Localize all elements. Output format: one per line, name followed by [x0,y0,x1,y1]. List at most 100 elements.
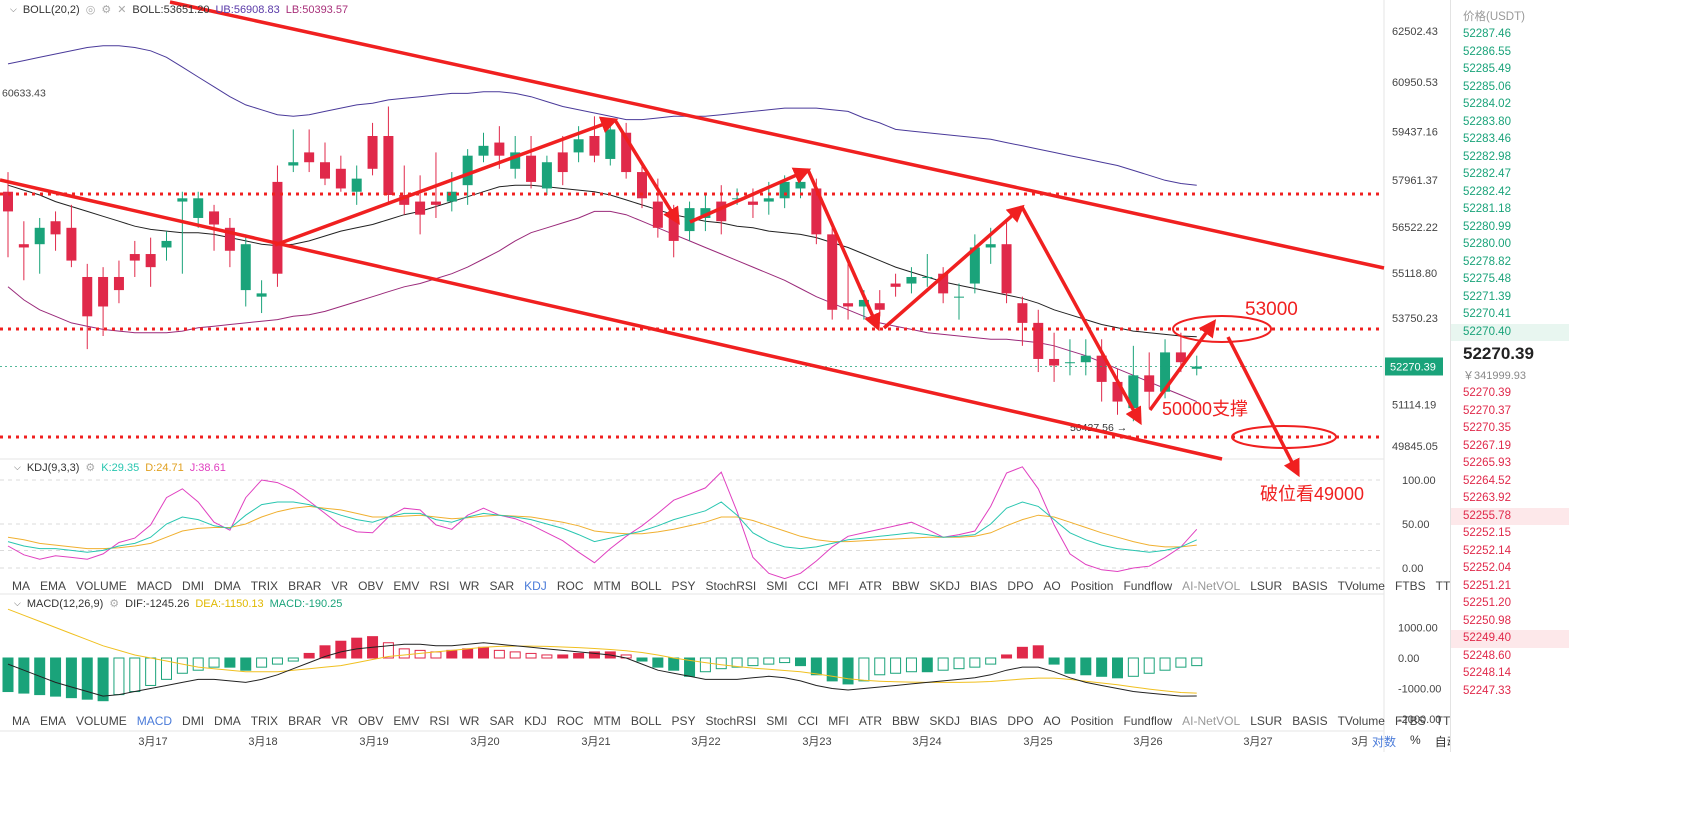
indicator-tab-ao[interactable]: AO [1043,579,1061,593]
order-book-ask-row[interactable]: 52284.02 [1463,98,1511,110]
order-book-ask-row[interactable]: 52285.49 [1463,63,1511,75]
indicator-tab-emv[interactable]: EMV [393,714,420,728]
indicator-tab-rsi[interactable]: RSI [429,579,450,593]
indicator-tab-dpo[interactable]: DPO [1007,579,1034,593]
indicator-tab-bbw[interactable]: BBW [892,714,920,728]
order-book-bid-row[interactable]: 52247.33 [1463,684,1511,697]
collapse-caret-icon[interactable]: ⌵ [10,4,17,14]
indicator-tab-wr[interactable]: WR [459,714,480,728]
indicator-tab-kdj[interactable]: KDJ [524,579,547,593]
order-book-ask-row[interactable]: 52280.99 [1463,220,1511,233]
indicator-tab-ema[interactable]: EMA [40,714,67,728]
order-book-bid-row[interactable]: 52252.15 [1463,527,1511,539]
indicator-tab-ftbs[interactable]: FTBS [1394,714,1426,728]
indicator-tab-mfi[interactable]: MFI [828,714,849,728]
indicator-tab-volume[interactable]: VOLUME [76,714,127,728]
indicator-tab-fundflow[interactable]: Fundflow [1123,579,1173,593]
order-book-bid-row[interactable]: 52263.92 [1463,492,1511,504]
order-book-ask-row[interactable]: 52280.00 [1463,238,1511,250]
order-book-bid-row[interactable]: 52255.78 [1451,507,1569,525]
percent-scale-toggle[interactable]: % [1410,733,1421,747]
order-book-ask-row[interactable]: 52282.42 [1463,185,1511,198]
indicator-tab-lsur[interactable]: LSUR [1250,579,1283,593]
close-icon[interactable]: ✕ [117,4,127,16]
indicator-tab-mtm[interactable]: MTM [593,714,621,728]
indicator-tab-sar[interactable]: SAR [489,579,515,593]
settings-icon[interactable]: ⚙ [85,462,96,474]
indicator-tab-mfi[interactable]: MFI [828,579,849,593]
indicator-tab-fundflow[interactable]: Fundflow [1123,714,1173,728]
order-book-ask-row[interactable]: 52270.40 [1451,323,1569,341]
indicator-tab-position[interactable]: Position [1070,714,1114,728]
indicator-tab-smi[interactable]: SMI [766,579,788,593]
order-book-bid-row[interactable]: 52270.35 [1463,422,1511,434]
indicator-tab-psy[interactable]: PSY [671,714,696,728]
indicator-tab-kdj[interactable]: KDJ [524,714,547,728]
indicator-tab-ao[interactable]: AO [1043,714,1061,728]
indicator-tab-bias[interactable]: BIAS [970,714,998,728]
indicator-tab-stochrsi[interactable]: StochRSI [705,714,757,728]
indicator-tab-obv[interactable]: OBV [358,714,384,728]
order-book-bid-row[interactable]: 52270.37 [1463,404,1511,417]
indicator-tab-ai-netvol[interactable]: AI-NetVOL [1182,579,1241,593]
order-book-ask-row[interactable]: 52271.39 [1463,290,1511,303]
indicator-tab-macd[interactable]: MACD [136,579,173,593]
indicator-tab-sar[interactable]: SAR [489,714,515,728]
order-book-bid-row[interactable]: 52252.14 [1463,544,1511,557]
indicator-tab-trix[interactable]: TRIX [250,714,279,728]
order-book-bid-row[interactable]: 52264.52 [1463,474,1511,487]
order-book-ask-row[interactable]: 52286.55 [1463,45,1511,58]
indicator-tab-position[interactable]: Position [1070,579,1114,593]
order-book-ask-row[interactable]: 52285.06 [1463,80,1511,93]
order-book-ask-row[interactable]: 52283.46 [1463,133,1511,145]
order-book-bid-row[interactable]: 52252.04 [1463,562,1511,574]
indicator-tab-volume[interactable]: VOLUME [76,579,127,593]
indicator-tab-vr[interactable]: VR [331,714,349,728]
indicator-tab-trix[interactable]: TRIX [250,579,279,593]
indicator-tab-obv[interactable]: OBV [358,579,384,593]
indicator-tab-atr[interactable]: ATR [858,714,883,728]
indicator-tab-brar[interactable]: BRAR [288,579,322,593]
indicator-tab-atr[interactable]: ATR [858,579,883,593]
indicator-tab-basis[interactable]: BASIS [1292,579,1328,593]
order-book-bid-row[interactable]: 52248.14 [1463,667,1511,679]
indicator-tab-wr[interactable]: WR [459,579,480,593]
order-book-bid-row[interactable]: 52270.39 [1463,387,1511,399]
order-book-ask-row[interactable]: 52281.18 [1463,203,1511,215]
indicator-tab-emv[interactable]: EMV [393,579,420,593]
indicator-tab-bbw[interactable]: BBW [892,579,920,593]
indicator-tab-tvolume[interactable]: TVolume [1337,714,1385,728]
order-book-bid-row[interactable]: 52251.21 [1463,579,1511,592]
collapse-caret-icon[interactable]: ⌵ [14,462,21,472]
order-book-ask-row[interactable]: 52282.47 [1463,168,1511,180]
indicator-tab-ma[interactable]: MA [12,579,30,593]
indicator-tab-lsur[interactable]: LSUR [1250,714,1283,728]
indicator-tab-psy[interactable]: PSY [671,579,696,593]
order-book-ask-row[interactable]: 52283.80 [1463,115,1511,128]
indicator-tab-dma[interactable]: DMA [214,579,241,593]
order-book-bid-row[interactable]: 52251.20 [1463,597,1511,609]
indicator-tab-brar[interactable]: BRAR [288,714,322,728]
collapse-caret-icon[interactable]: ⌵ [14,598,21,608]
log-scale-toggle[interactable]: 对数 [1372,735,1397,749]
order-book-bid-row[interactable]: 52267.19 [1463,439,1511,452]
order-book-ask-row[interactable]: 52282.98 [1463,150,1511,163]
indicator-tab-roc[interactable]: ROC [556,714,584,728]
indicator-tab-roc[interactable]: ROC [556,579,584,593]
indicator-tab-boll[interactable]: BOLL [630,714,662,728]
indicator-tab-dpo[interactable]: DPO [1007,714,1034,728]
indicator-tab-skdj[interactable]: SKDJ [929,714,961,728]
settings-icon[interactable]: ⚙ [109,598,120,610]
indicator-tab-dmi[interactable]: DMI [182,579,205,593]
order-book-bid-row[interactable]: 52250.98 [1463,614,1511,627]
order-book-ask-row[interactable]: 52275.48 [1463,273,1511,285]
order-book-ask-row[interactable]: 52278.82 [1463,255,1511,268]
indicator-tab-cci[interactable]: CCI [797,714,819,728]
indicator-tab-smi[interactable]: SMI [766,714,788,728]
indicator-tab-bias[interactable]: BIAS [970,579,998,593]
order-book-bid-row[interactable]: 52248.60 [1463,649,1511,662]
indicator-tab-rsi[interactable]: RSI [429,714,450,728]
indicator-tab-basis[interactable]: BASIS [1292,714,1328,728]
indicator-tab-stochrsi[interactable]: StochRSI [705,579,757,593]
indicator-tab-ma[interactable]: MA [12,714,30,728]
